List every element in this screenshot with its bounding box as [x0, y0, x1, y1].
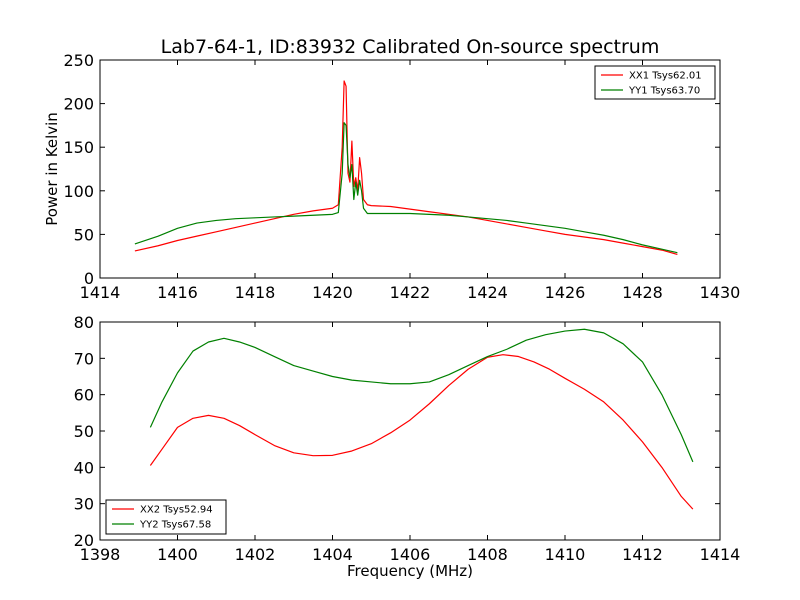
legend: XX1 Tsys62.01 YY1 Tsys63.70 — [594, 65, 716, 100]
legend-box — [105, 499, 227, 535]
x-tick-label: 1424 — [467, 283, 508, 302]
y-tick-label: 70 — [74, 349, 94, 368]
x-tick-label: 1406 — [390, 545, 431, 564]
x-tick-label: 1416 — [157, 283, 198, 302]
x-axis-label-bottom: Frequency (MHz) — [347, 562, 473, 580]
x-tick-label: 1422 — [390, 283, 431, 302]
x-tick-label: 1414 — [80, 283, 121, 302]
x-tick-label: 1410 — [545, 545, 586, 564]
y-tick-label: 20 — [74, 531, 94, 550]
y-tick-label: 40 — [74, 458, 94, 477]
series-line-1 — [149, 354, 694, 510]
series-line-1 — [134, 80, 678, 256]
legend: XX2 Tsys52.94 YY2 Tsys67.58 — [105, 499, 227, 535]
y-tick-label: 100 — [63, 182, 94, 201]
x-tick-label: 1408 — [467, 545, 508, 564]
bottom-plot: 1398 1400 1402 1404 1406 1408 1410 1412 1414 20 30… — [74, 313, 741, 564]
x-tick-label: 1426 — [545, 283, 586, 302]
y-tick-label: 50 — [74, 422, 94, 441]
y-tick-label: 0 — [84, 269, 94, 288]
legend-box — [594, 65, 716, 100]
y-axis-label-top: Power in Kelvin — [43, 112, 61, 226]
y-tick-label: 250 — [63, 51, 94, 70]
legend-label: YY2 Tsys67.58 — [139, 520, 211, 531]
x-tick-label: 1400 — [157, 545, 198, 564]
series-line-2 — [134, 122, 678, 254]
legend-label: XX1 Tsys62.01 — [629, 71, 702, 82]
y-tick-label: 50 — [74, 225, 94, 244]
x-tick-label: 1402 — [235, 545, 276, 564]
chart-title: Lab7-64-1, ID:83932 Calibrated On-source… — [161, 36, 660, 58]
x-tick-label: 1412 — [622, 545, 663, 564]
x-tick-label: 1398 — [80, 545, 121, 564]
legend-label: XX2 Tsys52.94 — [140, 505, 213, 516]
series-line-2 — [149, 328, 694, 463]
x-tick-label: 1414 — [700, 545, 741, 564]
y-tick-label: 150 — [63, 138, 94, 157]
x-tick-label: 1404 — [312, 545, 353, 564]
y-tick-label: 200 — [63, 95, 94, 114]
x-tick-label: 1420 — [312, 283, 353, 302]
legend-label: YY1 Tsys63.70 — [628, 86, 700, 97]
y-tick-label: 30 — [74, 495, 94, 514]
x-tick-label: 1430 — [700, 283, 741, 302]
y-tick-label: 80 — [74, 313, 94, 332]
top-plot: 1414 1416 1418 1420 1422 1424 1426 1428 1430 0 50 1… — [63, 51, 740, 302]
y-tick-label: 60 — [74, 386, 94, 405]
x-tick-label: 1418 — [235, 283, 276, 302]
x-tick-label: 1428 — [622, 283, 663, 302]
